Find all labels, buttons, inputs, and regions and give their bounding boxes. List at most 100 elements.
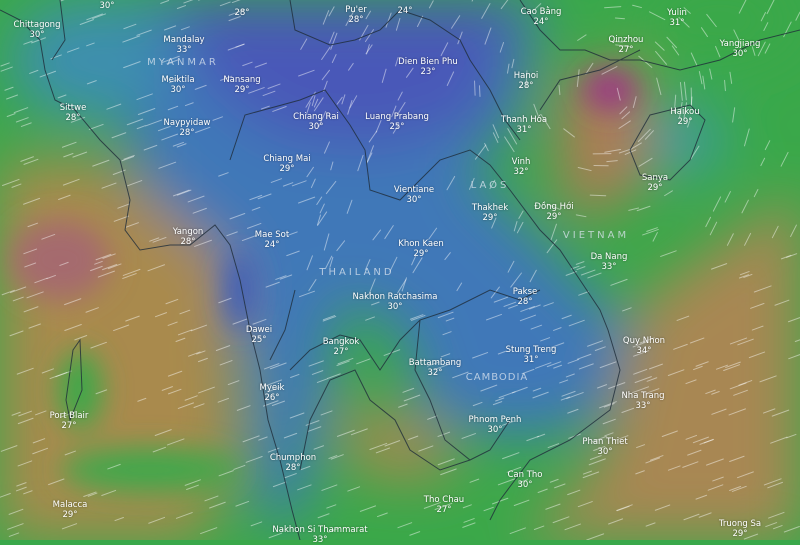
city-name: Mandalay bbox=[163, 35, 204, 45]
city-temperature: 29° bbox=[223, 85, 260, 95]
city-name bbox=[234, 0, 249, 8]
city-temperature: 32° bbox=[512, 167, 531, 177]
city-name: Truong Sa bbox=[719, 519, 761, 529]
city-label[interactable]: 30° bbox=[99, 0, 114, 11]
wind-streak bbox=[590, 195, 605, 196]
city-name: Yangon bbox=[173, 227, 204, 237]
city-temperature: 30° bbox=[582, 447, 627, 457]
city-temperature: 33° bbox=[163, 45, 204, 55]
city-name: Nakhon Ratchasima bbox=[353, 292, 438, 302]
city-temperature: 29° bbox=[472, 213, 508, 223]
city-name: Malacca bbox=[53, 500, 88, 510]
city-name: Pakse bbox=[513, 287, 538, 297]
city-name: Naypyidaw bbox=[164, 118, 211, 128]
city-name: Dawei bbox=[246, 325, 272, 335]
city-temperature: 24° bbox=[397, 6, 412, 16]
city-temperature: 27° bbox=[50, 421, 89, 431]
city-name: Thakhek bbox=[472, 203, 508, 213]
city-name: Nakhon Si Thammarat bbox=[272, 525, 367, 535]
city-name: Chumphon bbox=[270, 453, 316, 463]
city-temperature: 24° bbox=[521, 17, 562, 27]
city-label[interactable]: 28° bbox=[234, 0, 249, 18]
city-name: Haikou bbox=[670, 107, 699, 117]
city-temperature: 29° bbox=[642, 183, 668, 193]
city-temperature: 28° bbox=[164, 128, 211, 138]
city-name: Cao Bằng bbox=[521, 7, 562, 17]
city-name: Chiang Rai bbox=[293, 112, 339, 122]
city-temperature: 29° bbox=[534, 212, 573, 222]
city-name: Da Nang bbox=[591, 252, 628, 262]
city-temperature: 25° bbox=[246, 335, 272, 345]
city-name: Chiang Mai bbox=[263, 154, 310, 164]
city-name: Qinzhou bbox=[609, 35, 644, 45]
city-name: Nha Trang bbox=[621, 391, 664, 401]
city-name: Luang Prabang bbox=[365, 112, 429, 122]
city-temperature: 29° bbox=[670, 117, 699, 127]
city-temperature: 28° bbox=[234, 8, 249, 18]
country-label: MYANMAR bbox=[147, 57, 219, 68]
city-temperature: 28° bbox=[513, 297, 538, 307]
city-temperature: 30° bbox=[394, 195, 434, 205]
city-label[interactable]: 24° bbox=[397, 0, 412, 16]
city-name: Vientiane bbox=[394, 185, 434, 195]
wind-streak bbox=[475, 81, 476, 95]
city-name: Tho Chau bbox=[424, 495, 464, 505]
city-temperature: 33° bbox=[621, 401, 664, 411]
city-temperature: 31° bbox=[667, 18, 687, 28]
city-name: Can Tho bbox=[507, 470, 542, 480]
city-temperature: 30° bbox=[99, 1, 114, 11]
city-temperature: 28° bbox=[514, 81, 539, 91]
city-name: Pu'er bbox=[345, 5, 366, 15]
city-name: Mae Sot bbox=[255, 230, 289, 240]
city-temperature: 30° bbox=[469, 425, 522, 435]
city-temperature: 28° bbox=[270, 463, 316, 473]
